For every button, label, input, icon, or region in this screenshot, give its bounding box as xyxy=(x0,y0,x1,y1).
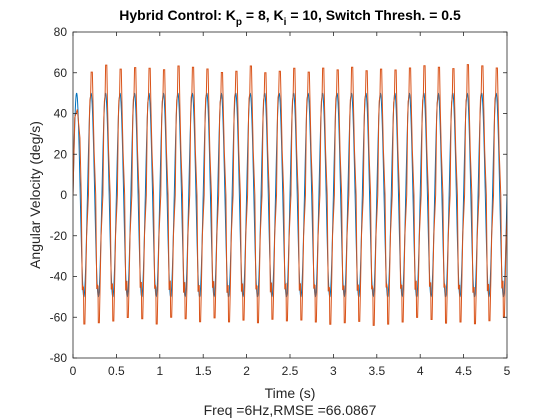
x-tick-label: 1 xyxy=(156,364,163,378)
y-axis-label: Angular Velocity (deg/s) xyxy=(27,121,43,269)
x-axis: 0 0.5 1 1.5 2 2.5 3 3.5 4 4.5 5 xyxy=(70,32,511,378)
y-axis: -80 -60 -40 -20 0 20 40 60 80 xyxy=(50,25,507,365)
x-tick-label: 4 xyxy=(417,364,424,378)
y-tick-label: 20 xyxy=(54,147,68,161)
series-reference-line xyxy=(73,92,507,298)
y-tick-label: -40 xyxy=(50,270,68,284)
x-axis-label: Time (s) xyxy=(265,385,316,401)
y-tick-label: 40 xyxy=(54,107,68,121)
x-tick-label: 4.5 xyxy=(455,364,472,378)
series-response-line xyxy=(73,64,507,326)
y-tick-label: -60 xyxy=(50,310,68,324)
x-tick-label: 3.5 xyxy=(368,364,385,378)
x-tick-label: 0 xyxy=(70,364,77,378)
y-tick-label: -20 xyxy=(50,229,68,243)
y-tick-label: 80 xyxy=(54,25,68,39)
y-tick-label: 0 xyxy=(60,188,67,202)
chart-footer: Freq =6Hz,RMSE =66.0867 xyxy=(204,402,377,418)
x-tick-label: 3 xyxy=(330,364,337,378)
y-tick-label: -80 xyxy=(50,351,68,365)
x-tick-label: 5 xyxy=(504,364,511,378)
x-tick-label: 2 xyxy=(243,364,250,378)
series-layer xyxy=(73,64,507,326)
y-tick-label: 60 xyxy=(54,66,68,80)
x-tick-label: 1.5 xyxy=(195,364,212,378)
x-tick-label: 2.5 xyxy=(282,364,299,378)
chart-title: Hybrid Control: Kp = 8, Ki = 10, Switch … xyxy=(119,7,461,28)
x-tick-label: 0.5 xyxy=(108,364,125,378)
